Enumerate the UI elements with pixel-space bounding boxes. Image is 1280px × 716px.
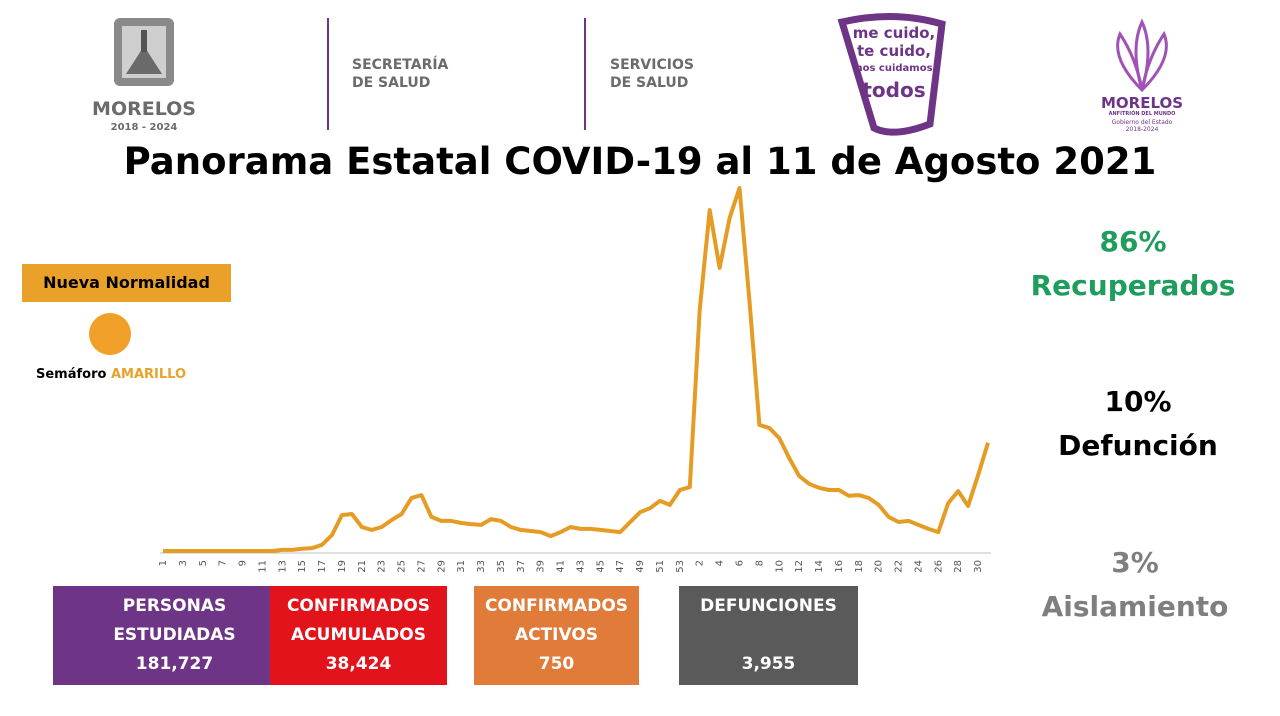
x-tick-label: 37 xyxy=(516,560,527,573)
summary-box: PERSONAS ESTUDIADAS 181,727 xyxy=(53,586,296,685)
box-label: ESTUDIADAS xyxy=(113,625,236,645)
logo-text: 2018 - 2024 xyxy=(110,122,178,133)
x-tick-label: 24 xyxy=(913,560,924,573)
stat-label: Aislamiento xyxy=(1041,590,1229,623)
x-tick-label: 3 xyxy=(178,560,189,566)
stat: 3% Aislamiento xyxy=(1015,541,1255,629)
divider xyxy=(327,18,329,130)
stat-label: Defunción xyxy=(1058,429,1218,462)
x-tick-label: 23 xyxy=(377,560,388,573)
x-tick-label: 16 xyxy=(834,560,845,573)
x-tick-label: 14 xyxy=(814,560,825,573)
x-tick-label: 43 xyxy=(575,560,586,573)
stat: 86% Recuperados xyxy=(1013,220,1253,308)
x-tick-label: 8 xyxy=(754,560,765,566)
campaign-logo: me cuido, te cuido, nos cuidamos todos xyxy=(846,24,942,102)
x-tick-label: 53 xyxy=(675,560,686,573)
logo-text: DE SALUD xyxy=(352,75,431,91)
stat: 10% Defunción xyxy=(1018,380,1258,468)
stat-value: 10% xyxy=(1104,385,1172,418)
x-tick-label: 13 xyxy=(277,560,288,573)
logo-text: te cuido, xyxy=(856,42,932,60)
summary-box: DEFUNCIONES 3,955 xyxy=(679,586,858,685)
x-tick-label: 9 xyxy=(238,560,249,566)
box-value: 3,955 xyxy=(741,654,796,674)
x-tick-label: 7 xyxy=(218,560,229,566)
x-tick-label: 45 xyxy=(595,560,606,573)
x-tick-label: 35 xyxy=(496,560,507,573)
box-label: CONFIRMADOS xyxy=(484,596,629,616)
logo-text: ANFITRIÓN DEL MUNDO xyxy=(1108,111,1176,117)
x-tick-label: 31 xyxy=(456,560,467,573)
x-tick-label: 22 xyxy=(894,560,905,573)
logo-text: nos cuidamos xyxy=(855,63,933,74)
logo-text: 2018-2024 xyxy=(1125,126,1159,133)
box-label: PERSONAS xyxy=(122,596,227,616)
x-tick-label: 29 xyxy=(436,560,447,573)
traffic-light xyxy=(89,313,131,355)
x-tick-label: 11 xyxy=(257,560,268,573)
status-badge: Nueva Normalidad xyxy=(22,264,231,302)
x-tick-label: 49 xyxy=(635,560,646,573)
x-tick-label: 10 xyxy=(774,560,785,573)
box-label: ACTIVOS xyxy=(514,625,599,645)
x-tick-label: 28 xyxy=(953,560,964,573)
state-flower-logo xyxy=(1116,18,1168,93)
stat-value: 86% xyxy=(1099,225,1167,258)
semaforo-text: Semáforo xyxy=(36,367,107,382)
x-tick-label: 1 xyxy=(158,560,169,566)
x-tick-label: 4 xyxy=(715,560,726,566)
box-label: DEFUNCIONES xyxy=(700,596,837,616)
box-value: 750 xyxy=(538,654,575,674)
box-value: 38,424 xyxy=(325,654,392,674)
logo-text: todos xyxy=(862,78,926,102)
x-tick-label: 41 xyxy=(556,560,567,573)
x-tick-label: 19 xyxy=(337,560,348,573)
data-line xyxy=(163,186,990,553)
x-tick-label: 26 xyxy=(933,560,944,573)
x-tick-label: 6 xyxy=(735,560,746,566)
box-label: ACUMULADOS xyxy=(291,625,426,645)
semaforo-level: AMARILLO xyxy=(110,367,187,382)
campaign-logo-frame xyxy=(837,12,946,136)
logo-text: me cuido, xyxy=(852,24,936,42)
divider xyxy=(584,18,586,130)
logo-text: MORELOS xyxy=(92,98,196,120)
box-label: CONFIRMADOS xyxy=(286,596,431,616)
x-tick-label: 21 xyxy=(357,560,368,573)
state-emblem xyxy=(114,18,174,86)
logo-text: DE SALUD xyxy=(610,75,689,91)
semaforo-label: Semáforo AMARILLO xyxy=(36,367,186,382)
x-tick-label: 15 xyxy=(297,560,308,573)
summary-box: CONFIRMADOS ACUMULADOS 38,424 xyxy=(270,586,447,685)
x-tick-label: 39 xyxy=(536,560,547,573)
stat-label: Recuperados xyxy=(1030,269,1236,302)
x-tick-label: 12 xyxy=(794,560,805,573)
x-tick-label: 47 xyxy=(615,560,626,573)
x-tick-label: 5 xyxy=(198,560,209,566)
stat-value: 3% xyxy=(1111,546,1159,579)
x-tick-label: 18 xyxy=(854,560,865,573)
logo-text: SERVICIOS xyxy=(610,57,694,73)
summary-box: CONFIRMADOS ACTIVOS 750 xyxy=(474,586,639,685)
x-tick-label: 33 xyxy=(476,560,487,573)
box-value: 181,727 xyxy=(135,654,214,674)
x-tick-label: 51 xyxy=(655,560,666,573)
x-tick-label: 25 xyxy=(397,560,408,573)
x-tick-label: 2 xyxy=(695,560,706,566)
x-tick-label: 30 xyxy=(973,560,984,573)
logo-text: SECRETARÍA xyxy=(352,57,449,73)
logo-text: Gobierno del Estado xyxy=(1111,119,1173,126)
x-tick-label: 20 xyxy=(874,560,885,573)
chart-title: Panorama Estatal COVID-19 al 11 de Agost… xyxy=(123,140,1157,183)
x-tick-label: 27 xyxy=(416,560,427,573)
x-tick-label: 17 xyxy=(317,560,328,573)
logo-text: MORELOS xyxy=(1100,94,1184,112)
